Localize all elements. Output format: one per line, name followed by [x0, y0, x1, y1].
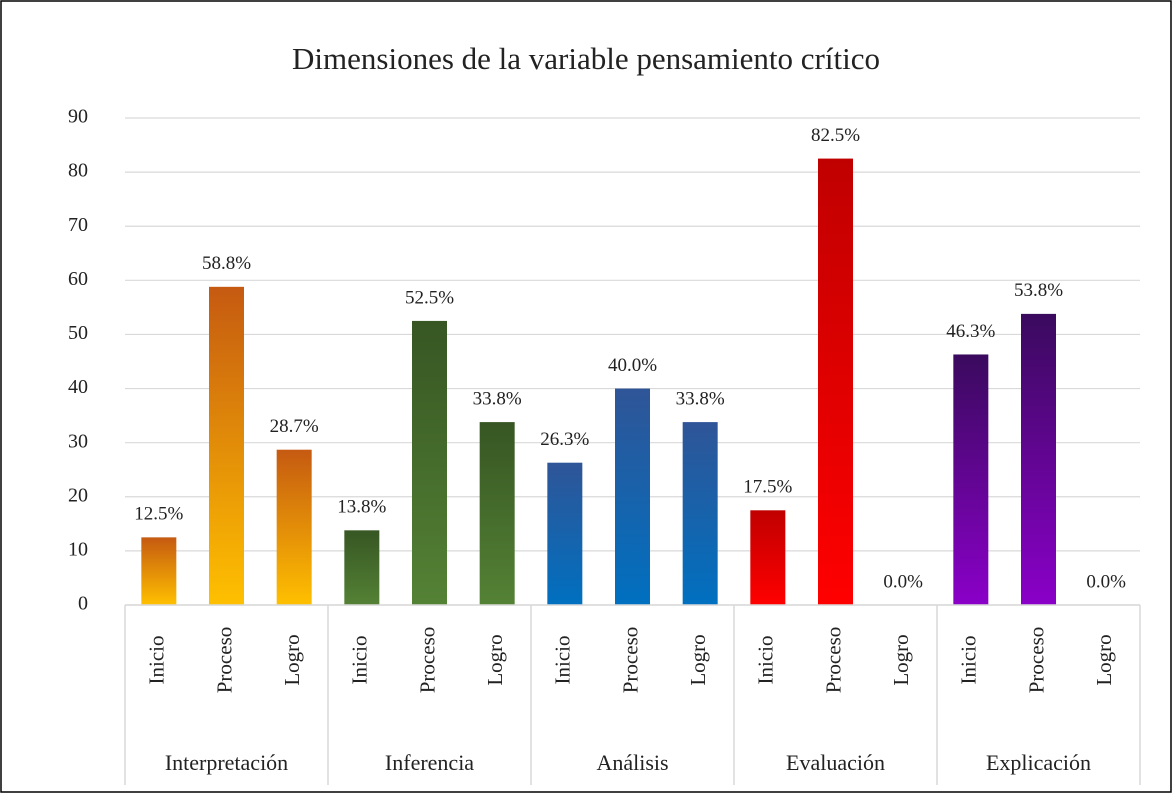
data-label: 13.8% — [337, 497, 386, 518]
chart-title: Dimensiones de la variable pensamiento c… — [292, 41, 880, 76]
x-tick-label: Logro — [483, 634, 507, 685]
group-label: Análisis — [596, 750, 668, 775]
bar — [750, 510, 786, 605]
bar — [953, 354, 989, 605]
data-label: 17.5% — [743, 477, 792, 498]
bar — [547, 462, 583, 605]
y-tick-label: 90 — [68, 106, 88, 128]
group-label: Explicación — [986, 750, 1091, 775]
data-label: 33.8% — [473, 388, 522, 409]
data-label: 53.8% — [1014, 280, 1063, 301]
y-tick-label: 80 — [68, 160, 88, 182]
x-tick-label: Logro — [889, 634, 913, 685]
data-label: 28.7% — [270, 416, 319, 437]
x-tick-label: Inicio — [957, 636, 981, 685]
y-tick-label: 40 — [68, 376, 88, 398]
data-label: 52.5% — [405, 287, 454, 308]
group-label: Inferencia — [385, 750, 474, 775]
bar — [209, 286, 244, 605]
data-label: 26.3% — [540, 429, 589, 450]
y-tick-label: 60 — [68, 268, 88, 290]
x-tick-label: Logro — [280, 634, 304, 685]
data-label: 46.3% — [946, 321, 995, 342]
x-tick-label: Inicio — [348, 636, 372, 685]
bar — [412, 320, 447, 605]
y-tick-label: 10 — [68, 538, 88, 560]
data-label: 58.8% — [202, 253, 251, 274]
group-label: Evaluación — [786, 750, 885, 775]
data-label: 82.5% — [811, 125, 860, 146]
x-tick-label: Proceso — [415, 627, 439, 694]
x-tick-label: Proceso — [618, 627, 642, 694]
data-label: 0.0% — [1086, 571, 1126, 592]
x-tick-label: Proceso — [821, 627, 845, 694]
x-tick-label: Inicio — [551, 636, 575, 685]
bar — [1021, 313, 1056, 605]
x-tick-label: Inicio — [145, 636, 169, 685]
data-label: 40.0% — [608, 355, 657, 376]
x-tick-label: Proceso — [212, 627, 236, 694]
y-tick-label: 50 — [68, 322, 88, 344]
x-tick-label: Inicio — [754, 636, 778, 685]
y-tick-label: 0 — [78, 593, 88, 615]
y-tick-label: 70 — [68, 214, 88, 236]
y-tick-label: 30 — [68, 430, 88, 452]
x-tick-label: Logro — [686, 634, 710, 685]
data-label: 12.5% — [134, 504, 183, 525]
data-label: 33.8% — [676, 388, 725, 409]
x-tick-label: Proceso — [1024, 627, 1048, 694]
x-tick-label: Logro — [1092, 634, 1116, 685]
bar — [479, 422, 515, 605]
bar — [344, 530, 380, 605]
bar — [276, 449, 312, 605]
bar — [682, 422, 718, 605]
bar — [141, 537, 177, 605]
y-tick-label: 20 — [68, 484, 88, 506]
data-label: 0.0% — [883, 571, 923, 592]
bar — [615, 388, 650, 605]
bar — [818, 158, 853, 606]
group-label: Interpretación — [165, 750, 288, 775]
